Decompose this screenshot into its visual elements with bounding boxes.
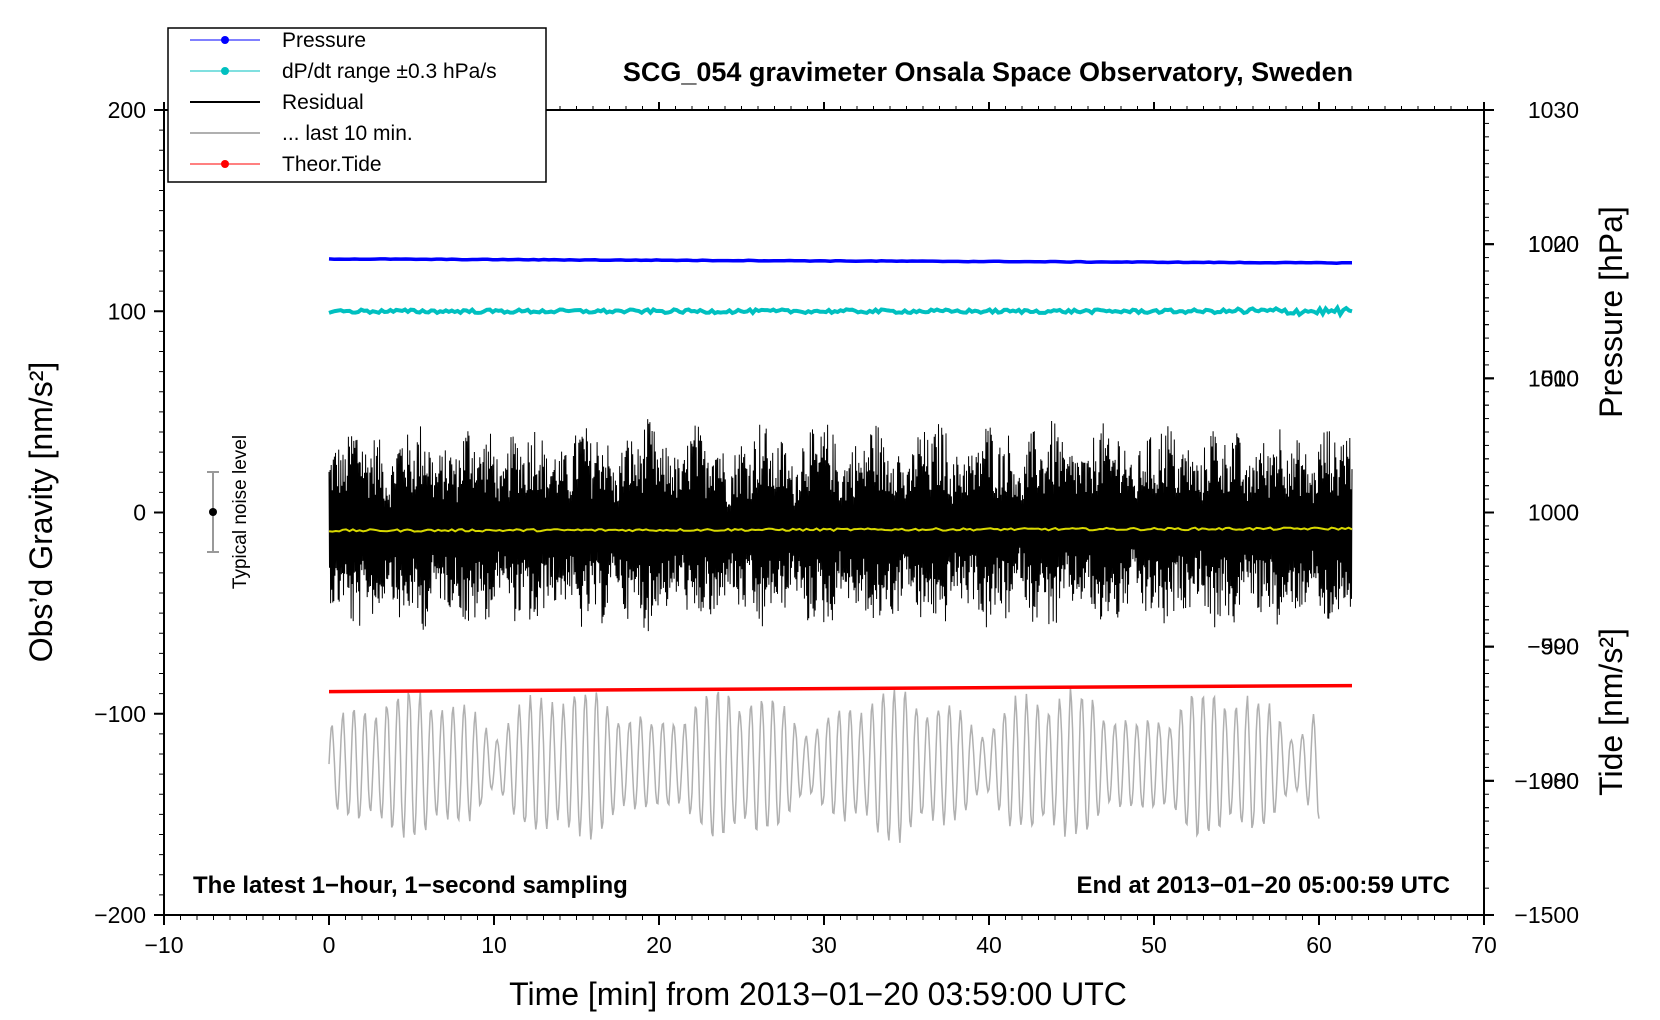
last-10-min-series-line (328, 687, 1320, 843)
chart-title: SCG_054 gravimeter Onsala Space Observat… (623, 57, 1353, 87)
y-axis-pressure-title: Pressure [hPa] (1593, 206, 1629, 418)
pressure-tick-label: 990 (1541, 634, 1579, 660)
legend-marker (221, 36, 229, 44)
y-axis-left-title: Obs’d Gravity [nm/s²] (23, 362, 59, 663)
tide-tick-label: −1000 (1514, 768, 1579, 794)
pressure-tick-label: 1010 (1528, 365, 1579, 391)
legend-marker (221, 67, 229, 75)
legend-box (167, 27, 547, 183)
noise-level-label: Typical noise level (230, 435, 251, 589)
tide-tick-label: 1000 (1528, 231, 1579, 257)
y-left-tick-label: −100 (94, 701, 146, 727)
x-tick-label: 30 (811, 932, 837, 958)
annotation-bottom-right: End at 2013−01−20 05:00:59 UTC (1076, 872, 1450, 899)
y-left-tick-label: 200 (108, 97, 146, 123)
legend: Pressure dP/dt range ±0.3 hPa/s Residual..… (167, 27, 547, 183)
series-group (328, 257, 1353, 843)
annotation-bottom-left: The latest 1−hour, 1−second sampling (193, 872, 628, 899)
tide-tick-label: 0 (1566, 500, 1579, 526)
tide-tick-label: 500 (1541, 365, 1579, 391)
y-axis-tide-title: Tide [nm/s²] (1593, 628, 1629, 796)
x-tick-label: 40 (976, 932, 1002, 958)
legend-label: Pressure (282, 29, 366, 52)
noise-level-indicator: Typical noise level (207, 435, 251, 589)
x-tick-label: −10 (144, 932, 183, 958)
y-left-tick-label: 100 (108, 298, 146, 324)
dpdt-series-line (328, 303, 1353, 319)
tide-tick-label: −500 (1527, 634, 1579, 660)
tide-tick-label: −1500 (1514, 902, 1579, 928)
residual-series-line (328, 419, 1353, 632)
x-tick-label: 20 (646, 932, 672, 958)
legend-label: dP/dt range ±0.3 hPa/s (282, 60, 497, 83)
theor-tide-series-line (328, 683, 1353, 694)
pressure-tick-label: 1000 (1528, 500, 1579, 526)
residual-mean-series-line (328, 526, 1353, 533)
x-tick-label: 50 (1141, 932, 1167, 958)
pressure-tick-label: 980 (1541, 768, 1579, 794)
pressure-tick-label: 1020 (1528, 231, 1579, 257)
x-tick-label: 10 (481, 932, 507, 958)
x-tick-label: 60 (1306, 932, 1332, 958)
x-tick-label: 0 (323, 932, 336, 958)
legend-marker (221, 160, 229, 168)
legend-label: Theor.Tide (282, 153, 382, 176)
pressure-tick-label: 1030 (1528, 97, 1579, 123)
x-axis-title: Time [min] from 2013−01−20 03:59:00 UTC (509, 976, 1127, 1012)
x-tick-label: 70 (1471, 932, 1497, 958)
y-left-tick-label: −200 (94, 902, 146, 928)
noise-dot (209, 508, 217, 516)
pressure-series-line (328, 257, 1353, 265)
legend-label: ... last 10 min. (282, 122, 413, 145)
y-left-tick-label: 0 (133, 500, 146, 526)
axis-ticks: −10 0 10 20 30 40 50 60 70−200−10001002009809901… (94, 97, 1579, 958)
legend-label: Residual (282, 91, 364, 114)
